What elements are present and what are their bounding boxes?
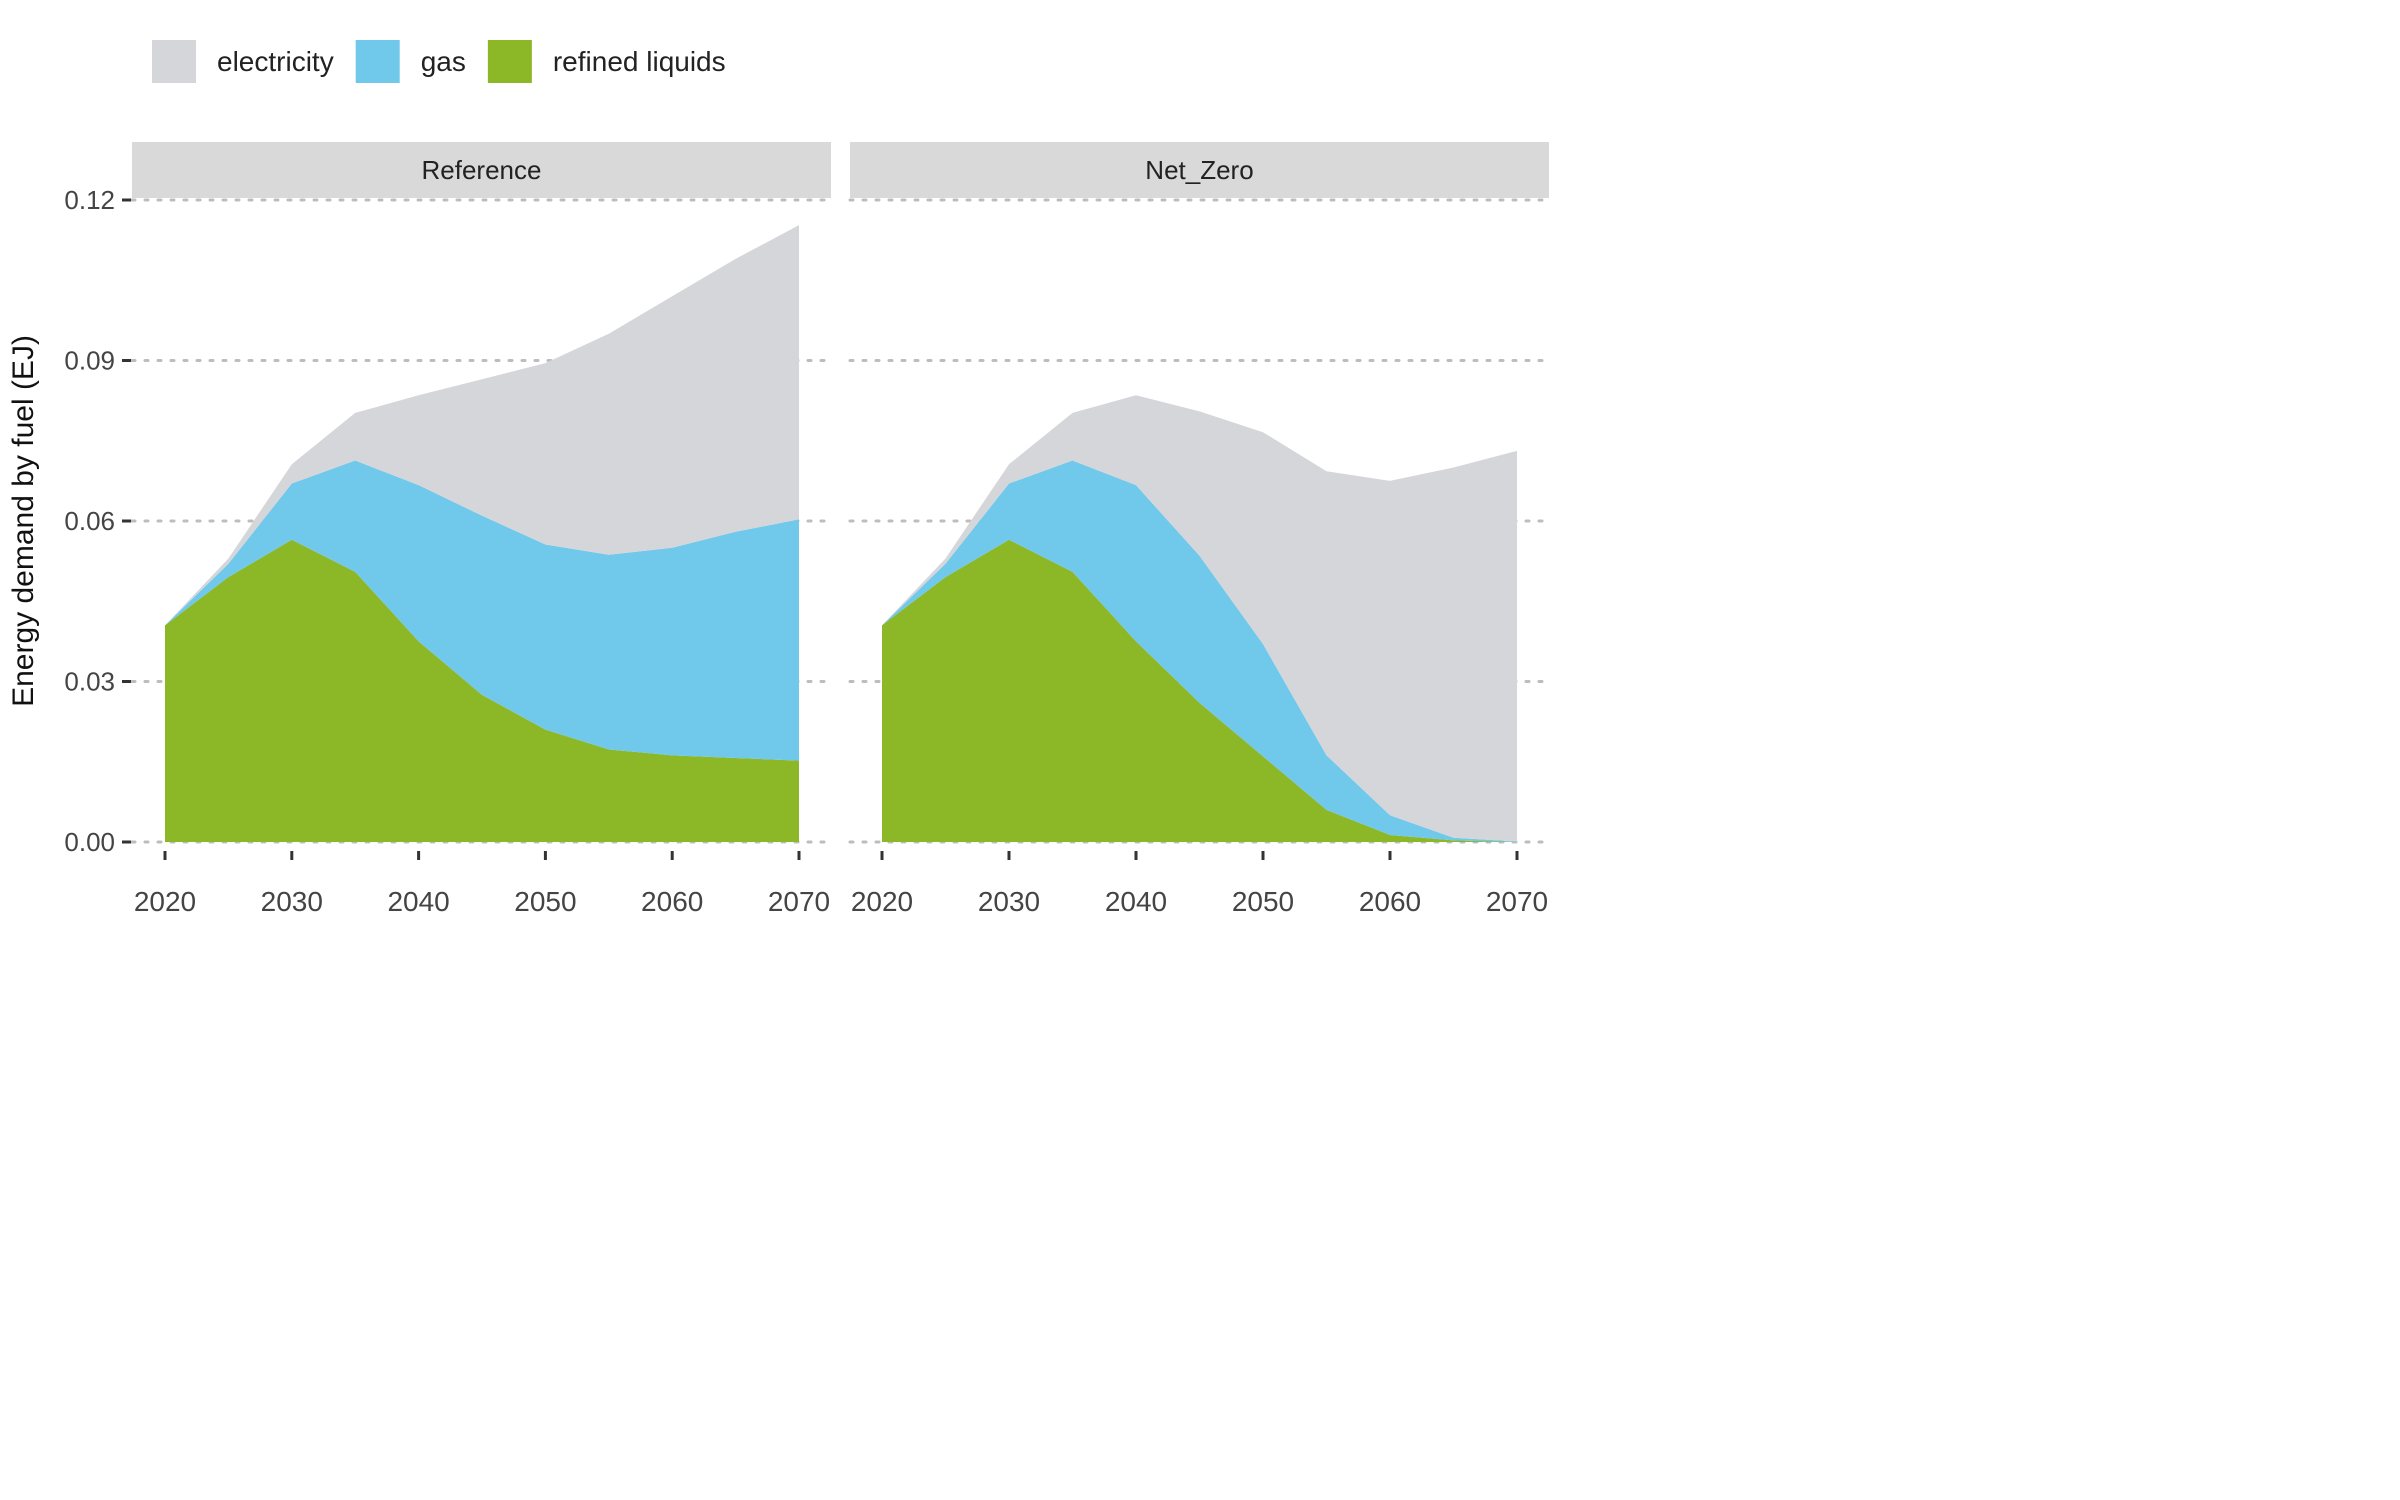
panel-strip <box>850 142 1549 198</box>
area-gas <box>882 460 1517 842</box>
x-tick-label: 2040 <box>1105 886 1167 917</box>
legend-swatch <box>487 40 532 83</box>
x-tick-label: 2070 <box>1486 886 1548 917</box>
legend-swatch <box>152 40 196 83</box>
legend: electricity gas refined liquids <box>152 40 726 83</box>
x-tick-label: 2050 <box>514 886 576 917</box>
y-axis: 0.00 0.03 0.06 0.09 0.12 <box>64 185 131 857</box>
x-tick-label: 2020 <box>134 886 196 917</box>
area-electricity <box>882 395 1517 842</box>
legend-label: gas <box>421 46 466 77</box>
y-tick-label: 0.09 <box>64 346 115 376</box>
area-refined-liquids <box>882 539 1517 842</box>
x-tick-label: 2030 <box>978 886 1040 917</box>
panel-title: Reference <box>422 155 542 185</box>
x-tick-label: 2030 <box>261 886 323 917</box>
legend-label: electricity <box>217 46 334 77</box>
legend-item: gas <box>355 40 466 83</box>
area-gas <box>165 460 799 761</box>
y-tick-label: 0.06 <box>64 506 115 536</box>
x-tick-label: 2050 <box>1232 886 1294 917</box>
panel-reference: Reference 2020 2030 2040 2050 2060 2070 <box>130 142 833 917</box>
legend-item: electricity <box>152 40 334 83</box>
legend-swatch <box>355 40 400 83</box>
x-tick-label: 2020 <box>851 886 913 917</box>
y-tick-label: 0.12 <box>64 185 115 215</box>
x-tick-label: 2060 <box>1359 886 1421 917</box>
area-refined-liquids <box>165 539 799 842</box>
x-tick-label: 2060 <box>641 886 703 917</box>
x-tick-label: 2070 <box>768 886 830 917</box>
chart-svg: electricity gas refined liquids Energy dem… <box>7 40 1551 917</box>
y-tick-label: 0.00 <box>64 827 115 857</box>
panel-strip <box>132 142 831 198</box>
x-tick-label: 2040 <box>387 886 449 917</box>
legend-item: refined liquids <box>487 40 726 83</box>
y-tick-label: 0.03 <box>64 667 115 697</box>
area-electricity <box>165 225 799 626</box>
panel-title: Net_Zero <box>1145 155 1253 185</box>
panel-net-zero: Net_Zero 2020 2030 2040 2050 2060 2070 <box>848 142 1551 917</box>
legend-label: refined liquids <box>553 46 726 77</box>
y-axis-title: Energy demand by fuel (EJ) <box>7 335 40 707</box>
chart: electricity gas refined liquids Energy dem… <box>0 0 1556 975</box>
